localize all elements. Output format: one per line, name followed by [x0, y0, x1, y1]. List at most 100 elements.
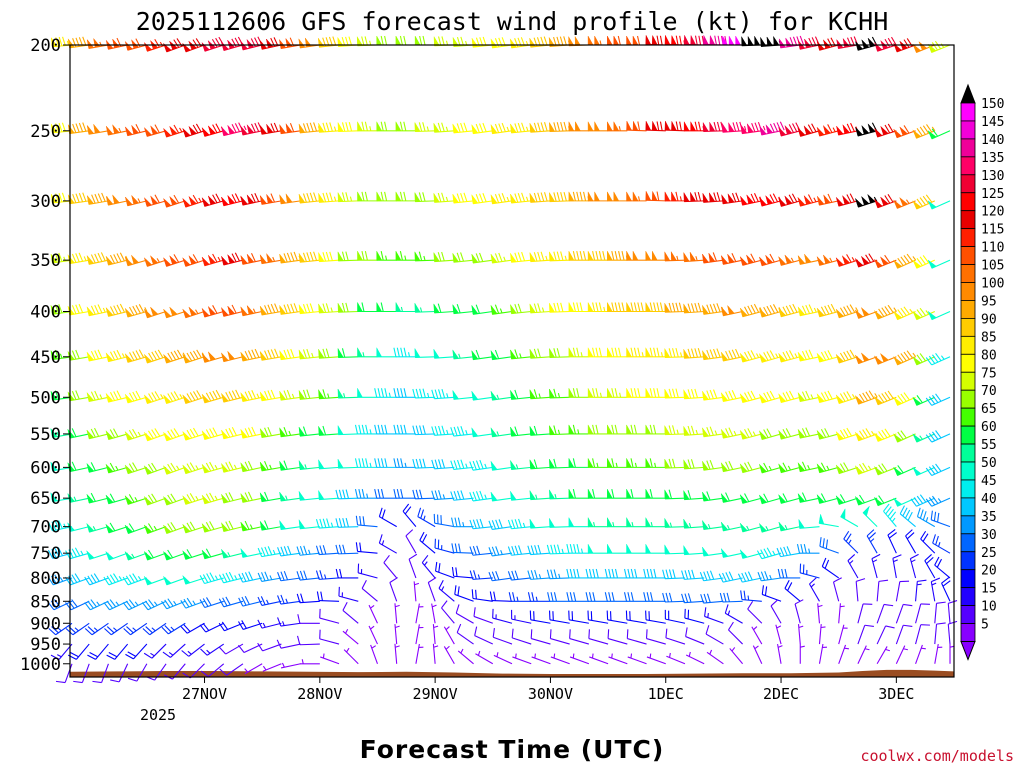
wind-barb [298, 389, 320, 400]
wind-barb [589, 653, 609, 665]
wind-barb [490, 349, 513, 361]
wind-barb [527, 592, 551, 602]
colorbar-label: 130 [981, 169, 1004, 184]
wind-barb [374, 489, 397, 499]
wind-barb [568, 301, 589, 313]
y-tick-label: 200 [30, 36, 61, 56]
wind-barb [201, 123, 225, 137]
wind-barb [357, 190, 378, 202]
wind-barb [394, 624, 400, 645]
wind-barb [817, 603, 823, 624]
wind-barb [778, 193, 801, 207]
wind-barb [729, 647, 744, 665]
wind-barb [816, 350, 839, 363]
wind-barb [947, 600, 958, 624]
wind-barb [873, 254, 897, 269]
wind-barb [816, 390, 839, 403]
wind-barb [587, 610, 609, 624]
wind-barb [925, 495, 951, 507]
wind-barb [240, 122, 263, 136]
colorbar-label: 100 [981, 277, 1004, 292]
wind-barb [816, 124, 839, 137]
wind-barb [756, 547, 782, 560]
colorbar-swatch [960, 605, 976, 624]
wind-barb [566, 592, 589, 602]
wind-barb [507, 545, 532, 556]
wind-barb [240, 390, 263, 402]
wind-barb [493, 652, 513, 665]
wind-barb [490, 390, 513, 401]
wind-barb [315, 518, 340, 529]
wind-barb [758, 493, 782, 505]
wind-barb [161, 622, 186, 635]
wind-barb [549, 250, 570, 262]
wind-barb [105, 252, 129, 266]
wind-barb [240, 348, 263, 362]
wind-barb [508, 592, 532, 602]
wind-barb [122, 573, 148, 586]
wind-barb [47, 574, 73, 586]
wind-barb [683, 348, 705, 359]
wind-barb [413, 581, 420, 602]
wind-barb [507, 518, 532, 530]
colorbar-label: 95 [981, 294, 997, 309]
wind-barb [182, 194, 205, 208]
wind-barb [527, 569, 551, 580]
wind-barb [905, 529, 917, 554]
wind-barb [162, 522, 186, 535]
wind-barb [510, 303, 532, 315]
wind-barb [124, 523, 148, 535]
wind-barb [143, 124, 167, 137]
wind-barb [912, 194, 936, 210]
wind-barb [103, 599, 128, 611]
x-tick-label: 1DEC [648, 685, 684, 703]
colorbar-swatch [960, 335, 976, 355]
wind-barb [643, 592, 666, 602]
wind-barb [124, 390, 148, 404]
wind-barb [106, 643, 129, 660]
colorbar-swatch [960, 246, 976, 265]
wind-barb [337, 191, 359, 203]
wind-barb [587, 190, 609, 202]
wind-barb [220, 304, 244, 317]
wind-barb [547, 592, 570, 602]
colorbar-swatch [960, 282, 976, 301]
wind-barb [201, 305, 224, 318]
wind-barb [626, 35, 647, 46]
wind-barb [549, 629, 570, 645]
colorbar-label: 30 [981, 528, 997, 543]
wind-barb [50, 304, 73, 315]
wind-barb [490, 252, 513, 264]
wind-barb [664, 250, 685, 262]
wind-barb [279, 303, 301, 315]
wind-barb [162, 493, 186, 506]
wind-barb [794, 599, 804, 624]
wind-barb [492, 608, 513, 624]
wind-barb [930, 577, 941, 602]
wind-barb [435, 561, 455, 579]
wind-barb [627, 653, 647, 665]
wind-barb [431, 425, 455, 436]
wind-barb [778, 462, 801, 474]
wind-barb [512, 653, 532, 665]
wind-barb [699, 570, 724, 582]
wind-barb [124, 550, 148, 561]
wind-barb [835, 391, 859, 404]
x-tick-label: 28NOV [297, 685, 342, 703]
wind-barb [873, 352, 897, 365]
wind-barb [298, 122, 321, 134]
wind-barb [665, 628, 686, 645]
wind-barb [529, 122, 551, 133]
wind-barb [201, 427, 224, 440]
wind-barb [705, 625, 724, 645]
wind-barb [431, 603, 437, 624]
wind-barb [799, 563, 820, 579]
colorbar-swatch [960, 443, 976, 463]
wind-barb [778, 428, 801, 440]
wind-barb [298, 192, 320, 204]
wind-barb [685, 627, 705, 645]
wind-barb [262, 663, 282, 672]
wind-barb [417, 507, 436, 528]
wind-barb [414, 250, 436, 262]
wind-barb [143, 643, 167, 659]
